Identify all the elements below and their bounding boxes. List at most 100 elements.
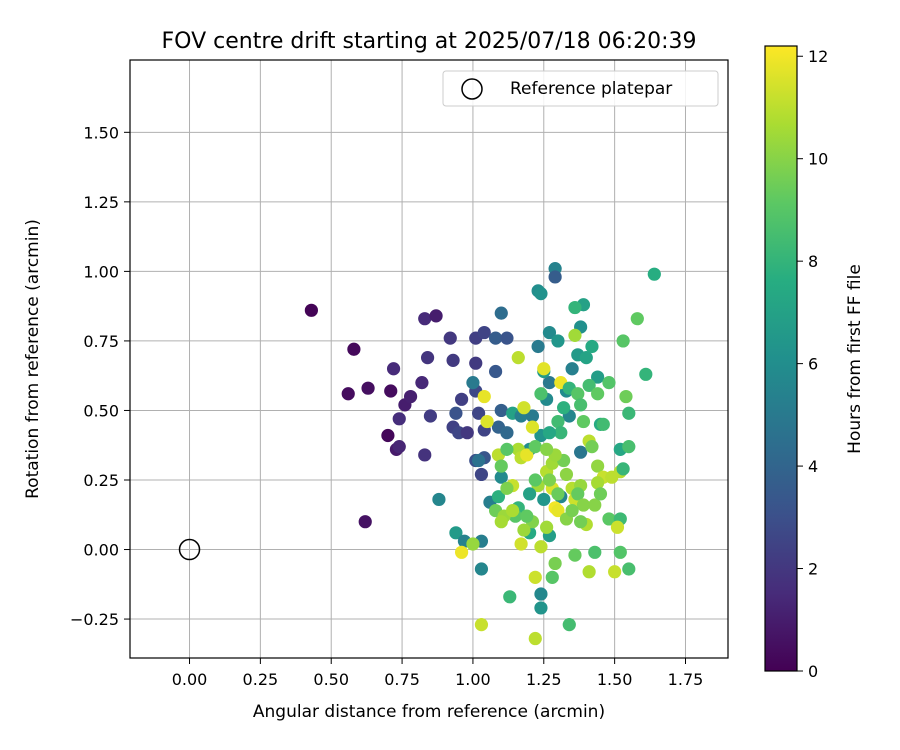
data-point — [474, 467, 489, 482]
y-tick-label: 0.75 — [83, 332, 119, 351]
data-point — [446, 353, 460, 367]
data-point — [537, 492, 551, 507]
x-tick-label: 0.25 — [243, 670, 279, 689]
y-tick-label: −0.25 — [70, 610, 119, 629]
colorbar-tick-label: 2 — [808, 560, 818, 579]
data-point — [562, 618, 576, 632]
legend-marker-icon — [461, 78, 483, 100]
y-tick-label: 1.00 — [83, 262, 119, 281]
colorbar-gradient — [765, 46, 797, 671]
data-point — [610, 520, 625, 534]
data-point — [608, 565, 622, 579]
data-point — [542, 426, 557, 440]
data-point — [545, 570, 559, 584]
data-point — [585, 440, 599, 454]
data-point — [548, 556, 562, 571]
data-point — [585, 339, 599, 354]
colorbar-tick-label: 6 — [808, 355, 818, 374]
data-point — [568, 300, 582, 315]
colorbar-tick-label: 0 — [808, 662, 818, 681]
data-point — [449, 526, 463, 540]
x-tick-label: 1.75 — [668, 670, 704, 689]
data-point — [591, 370, 605, 384]
data-point — [528, 570, 542, 584]
colorbar-frame — [764, 45, 798, 672]
data-point — [542, 473, 557, 487]
data-point — [466, 376, 480, 390]
data-point — [520, 448, 534, 462]
data-point — [559, 467, 574, 482]
data-point — [520, 509, 534, 523]
colorbar-ticks: 0 2 4 6 8 10 12 — [797, 47, 828, 681]
data-point — [418, 312, 432, 326]
chart-title: FOV centre drift starting at 2025/07/18 … — [162, 29, 697, 54]
data-point — [568, 328, 582, 342]
y-tick-label: 1.50 — [83, 123, 119, 142]
data-point — [415, 376, 429, 390]
data-point — [534, 540, 548, 554]
data-point — [591, 387, 605, 401]
data-point — [605, 470, 619, 484]
data-point — [494, 515, 508, 529]
data-point — [534, 387, 548, 401]
data-point — [469, 356, 483, 370]
data-point — [542, 376, 557, 390]
data-point — [384, 384, 398, 398]
data-point — [548, 270, 562, 284]
data-point — [361, 381, 375, 395]
data-point — [358, 515, 372, 529]
data-point — [551, 414, 565, 429]
data-point — [494, 459, 508, 473]
data-point — [593, 487, 608, 501]
data-point — [525, 420, 540, 434]
data-point — [622, 406, 636, 420]
data-point — [574, 515, 588, 529]
x-tick-label: 1.00 — [455, 670, 491, 689]
data-point — [571, 387, 585, 401]
y-tick-label: 0.50 — [83, 401, 119, 420]
data-point — [471, 453, 486, 468]
colorbar-tick-label: 10 — [808, 150, 828, 169]
data-point — [591, 459, 605, 473]
data-point — [528, 631, 542, 646]
x-tick-label: 1.50 — [597, 670, 633, 689]
data-point — [494, 470, 508, 484]
data-point — [574, 398, 588, 412]
data-point — [304, 303, 318, 317]
colorbar: 0 2 4 6 8 10 12 Hours from first FF file — [764, 45, 865, 681]
data-point — [514, 537, 528, 551]
data-point — [551, 334, 565, 348]
data-point — [551, 503, 565, 518]
data-point — [622, 440, 636, 454]
data-point — [506, 503, 520, 518]
y-axis-label: Rotation from reference (arcmin) — [23, 219, 43, 499]
x-tick-label: 0.00 — [172, 670, 208, 689]
colorbar-tick-label: 4 — [808, 457, 818, 476]
data-point — [477, 325, 491, 340]
legend-label: Reference platepar — [510, 79, 672, 99]
data-point — [565, 362, 579, 376]
data-point — [534, 601, 548, 615]
data-point — [613, 545, 627, 559]
data-point — [534, 287, 548, 301]
reference-point-marker — [178, 538, 201, 561]
data-point — [460, 426, 474, 440]
data-point — [491, 490, 506, 504]
data-point — [622, 562, 636, 576]
data-point — [480, 414, 494, 429]
data-point — [576, 498, 591, 512]
data-point — [630, 312, 644, 326]
data-point — [449, 406, 463, 420]
data-point — [347, 342, 361, 356]
data-point — [582, 378, 596, 393]
data-point — [517, 523, 531, 537]
data-point — [429, 309, 443, 323]
data-point — [454, 392, 469, 406]
data-point — [582, 565, 596, 579]
data-point — [542, 325, 557, 340]
data-point — [432, 492, 446, 507]
data-point — [551, 487, 565, 501]
data-point — [639, 367, 653, 381]
data-point — [525, 409, 540, 423]
